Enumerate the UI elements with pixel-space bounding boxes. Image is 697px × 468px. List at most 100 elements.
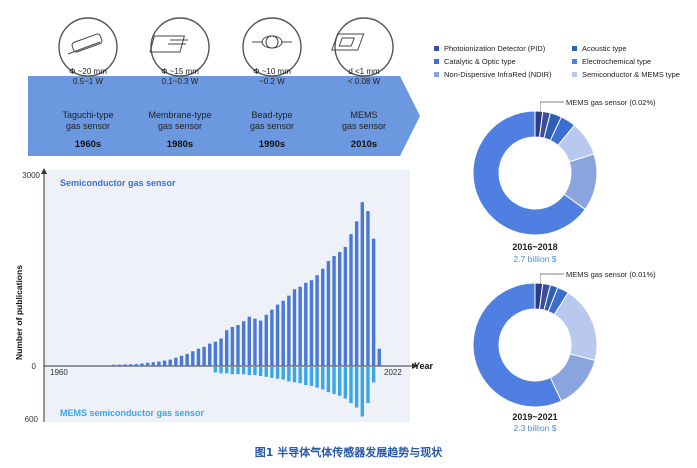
bar-semiconductor xyxy=(117,364,122,366)
x-axis-arrow xyxy=(412,363,418,369)
x-tick-1960: 1960 xyxy=(50,368,68,377)
bar-semiconductor xyxy=(247,316,251,366)
publications-chart: 3000 0 600 1960 2022 Year Number of publ… xyxy=(14,168,434,424)
bar-semiconductor xyxy=(354,221,359,366)
bar-semiconductor xyxy=(377,348,381,366)
chart-background xyxy=(44,170,410,422)
donut-legend: Photoionization Detector (PID) Acoustic … xyxy=(434,42,694,81)
year-1980s: 1980s xyxy=(166,139,194,150)
bar-mems xyxy=(371,367,376,383)
bar-mems xyxy=(315,367,319,388)
x-axis-label: Year xyxy=(414,361,434,371)
year-1990s: 1990s xyxy=(258,139,286,150)
bar-semiconductor xyxy=(157,361,161,366)
bar-mems xyxy=(281,367,285,380)
bar-mems xyxy=(219,367,223,374)
y-axis-label: Number of publications xyxy=(14,265,24,360)
donut-2019-2021 xyxy=(472,282,598,408)
bar-semiconductor xyxy=(371,238,376,366)
bar-mems xyxy=(321,367,325,390)
taguchi-sensor-icon xyxy=(58,17,118,77)
bar-mems xyxy=(264,367,268,377)
legend-semiconductor-mems: Semiconductor & MEMS type xyxy=(582,70,680,79)
bar-semiconductor xyxy=(230,326,235,366)
legend-acoustic: Acoustic type xyxy=(582,44,627,53)
series-label-mems: MEMS semiconductor gas sensor xyxy=(60,408,205,418)
bar-semiconductor xyxy=(253,318,257,366)
bead-label: Bead-type gas sensor xyxy=(249,110,295,131)
bar-mems xyxy=(213,367,218,373)
bar-semiconductor xyxy=(321,268,325,366)
bar-semiconductor xyxy=(162,360,167,366)
bar-semiconductor xyxy=(281,300,285,366)
legend-swatch xyxy=(434,59,439,64)
bar-mems xyxy=(309,367,314,386)
bar-semiconductor xyxy=(298,286,302,366)
bar-semiconductor xyxy=(213,341,218,366)
bar-mems xyxy=(349,367,353,403)
bar-semiconductor xyxy=(326,261,331,366)
bar-semiconductor xyxy=(264,314,268,366)
bar-semiconductor xyxy=(332,255,336,366)
period-2016-2018: 2016~2018 xyxy=(512,242,558,252)
bar-mems xyxy=(354,367,359,408)
callout-2019: MEMS gas sensor (0.01%) xyxy=(566,270,656,279)
x-tick-2022: 2022 xyxy=(384,368,402,377)
bar-semiconductor xyxy=(151,362,155,366)
membrane-spec: Φ ~15 mm 0.1~0.3 W xyxy=(161,67,199,86)
donut-slice xyxy=(472,282,563,408)
mems-sensor-icon xyxy=(331,17,394,77)
bar-semiconductor xyxy=(134,364,138,366)
bar-mems xyxy=(343,367,348,399)
donut-2016-2018 xyxy=(472,110,598,236)
bar-semiconductor xyxy=(219,338,223,366)
legend-catalytic: Catalytic & Optic type xyxy=(444,57,516,66)
bar-semiconductor xyxy=(128,364,133,366)
bar-semiconductor xyxy=(292,289,297,366)
bar-mems xyxy=(225,367,229,374)
bar-semiconductor xyxy=(258,320,263,366)
bar-mems xyxy=(366,367,370,403)
timeline-band xyxy=(28,17,420,156)
taguchi-spec: Φ ~20 mm 0.5~1 W xyxy=(69,67,107,86)
legend-swatch xyxy=(572,59,577,64)
series-label-semiconductor: Semiconductor gas sensor xyxy=(60,178,176,188)
callout-line-2016 xyxy=(540,101,564,114)
figure-caption: 图1 半导体气体传感器发展趋势与现状 xyxy=(254,446,443,459)
year-2010s: 2010s xyxy=(350,139,378,150)
y-tick-0: 0 xyxy=(32,362,37,371)
bar-semiconductor xyxy=(112,364,116,366)
y-axis-arrow xyxy=(41,168,47,174)
bar-semiconductor xyxy=(140,363,144,366)
legend-swatch xyxy=(434,46,439,51)
membrane-label: Membrane-type gas sensor xyxy=(148,110,212,131)
callout-2016: MEMS gas sensor (0.02%) xyxy=(566,98,656,107)
bar-semiconductor xyxy=(315,275,319,366)
bar-semiconductor xyxy=(360,202,364,366)
bar-semiconductor xyxy=(145,362,150,366)
bar-mems xyxy=(298,367,302,384)
donut-slice xyxy=(472,110,586,236)
bar-mems xyxy=(275,367,280,379)
legend-pid: Photoionization Detector (PID) xyxy=(444,44,546,53)
bead-spec: Φ ~10 mm ~0.2 W xyxy=(253,67,291,86)
bar-mems xyxy=(253,367,257,376)
market-2019-2021: 2.3 billion $ xyxy=(513,423,557,433)
market-2016-2018: 2.7 billion $ xyxy=(513,254,557,264)
bar-mems xyxy=(292,367,297,383)
bar-semiconductor xyxy=(174,357,178,366)
bar-semiconductor xyxy=(236,325,240,366)
bar-semiconductor xyxy=(202,346,206,366)
bar-mems xyxy=(326,367,331,393)
period-2019-2021: 2019~2021 xyxy=(512,412,558,422)
bar-mems xyxy=(287,367,291,382)
callout-line-2019 xyxy=(540,273,564,286)
bar-semiconductor xyxy=(309,280,314,366)
mems-label: MEMS gas sensor xyxy=(341,110,387,131)
bar-mems xyxy=(338,367,342,396)
y-tick-600: 600 xyxy=(25,415,39,424)
bar-semiconductor xyxy=(179,355,184,366)
bar-mems xyxy=(270,367,274,378)
bar-semiconductor xyxy=(287,295,291,366)
bead-sensor-icon xyxy=(242,17,302,77)
